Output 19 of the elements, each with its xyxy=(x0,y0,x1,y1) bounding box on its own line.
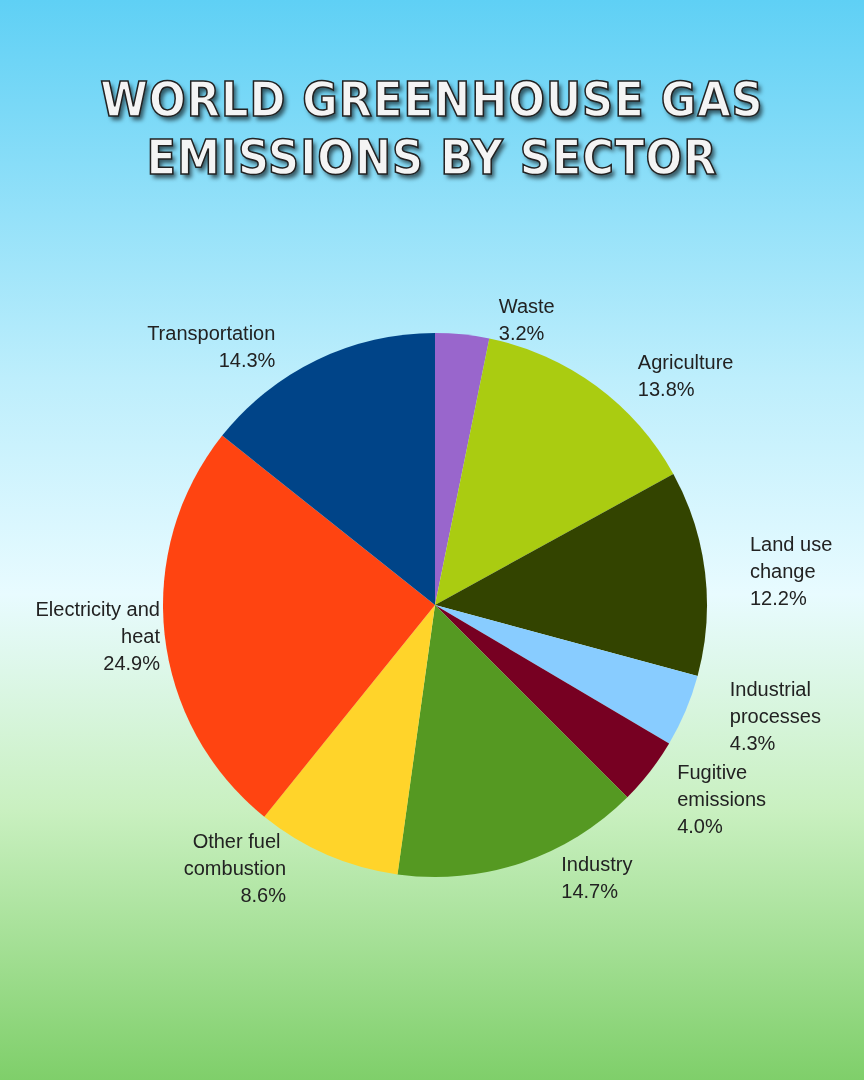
slice-label: Transportation xyxy=(147,321,276,344)
data-label: 3.2% xyxy=(498,321,545,344)
data-label: 13.8% xyxy=(637,377,695,400)
data-label: 4.3% xyxy=(729,732,776,755)
slice-label: Fugitive emissions xyxy=(677,761,767,811)
slice-label: Electricity and heat xyxy=(35,598,161,648)
data-label: 8.6% xyxy=(240,884,287,907)
data-label: 4.0% xyxy=(677,815,723,838)
slice-label: Waste xyxy=(498,294,555,317)
data-label: 12.2% xyxy=(749,586,807,609)
slice-label: Other fuel combustion xyxy=(183,830,287,880)
slice-label: Land use change xyxy=(749,532,838,582)
slice-label: Industry xyxy=(561,852,633,875)
data-label: 14.7% xyxy=(561,879,619,902)
data-label: 24.9% xyxy=(103,652,161,675)
chart-title: WORLD GREENHOUSE GAS EMISSIONS BY SECTOR xyxy=(99,70,765,186)
slice-label: Agriculture xyxy=(637,350,734,373)
data-label: 14.3% xyxy=(218,348,276,371)
slice-label: Industrial processes xyxy=(729,678,821,728)
